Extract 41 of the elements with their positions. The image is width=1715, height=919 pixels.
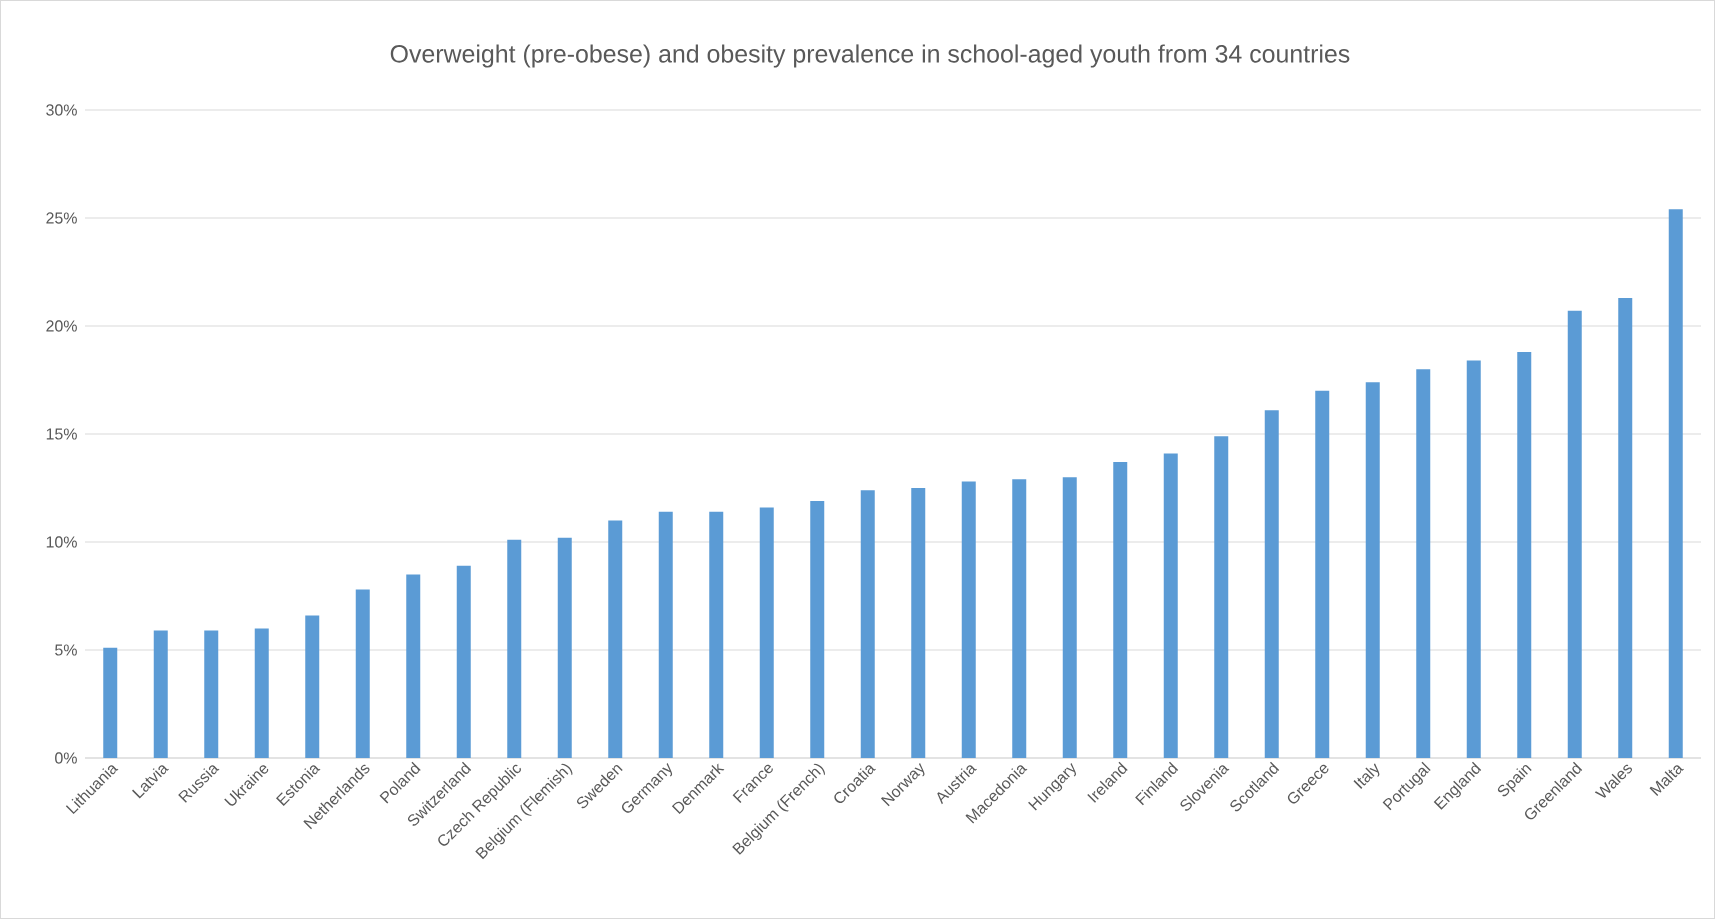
bar: [557, 537, 572, 758]
x-tick-label: Italy: [1353, 763, 1380, 789]
bar: [1062, 477, 1077, 758]
bar: [1012, 479, 1027, 758]
y-tick-label: 25%: [46, 212, 77, 224]
bar: [911, 487, 926, 758]
bar: [507, 539, 522, 758]
bar: [103, 647, 118, 758]
bar: [608, 520, 623, 758]
bar: [1466, 360, 1481, 758]
bar: [860, 490, 875, 758]
bar: [1315, 390, 1330, 758]
y-tick-label: 5%: [55, 644, 77, 656]
bar: [254, 628, 269, 758]
chart-title: Overweight (pre-obese) and obesity prevalence in school-aged youth from 34 countries: [390, 44, 1350, 68]
bar: [1214, 436, 1229, 758]
bar: [759, 507, 774, 758]
bar: [1668, 209, 1683, 758]
bar: [1567, 310, 1582, 758]
bar: [1618, 297, 1633, 758]
y-tick-label: 15%: [46, 428, 77, 440]
bar: [1163, 453, 1178, 758]
bar: [961, 481, 976, 758]
bar: [1113, 462, 1128, 758]
bar: [355, 589, 370, 758]
bar: [305, 615, 320, 758]
bar: [456, 565, 471, 758]
bar: [658, 511, 673, 758]
y-tick-label: 30%: [46, 104, 77, 116]
bar: [204, 630, 219, 758]
bar: [1416, 369, 1431, 758]
bar: [810, 500, 825, 758]
y-tick-label: 20%: [46, 320, 77, 332]
y-tick-label: 10%: [46, 536, 77, 548]
bar: [1517, 351, 1532, 758]
y-tick-label: 0%: [55, 752, 77, 764]
bar: [153, 630, 168, 758]
bar: [1365, 382, 1380, 758]
bar: [1264, 410, 1279, 758]
bar: [406, 574, 421, 758]
bar: [709, 511, 724, 758]
